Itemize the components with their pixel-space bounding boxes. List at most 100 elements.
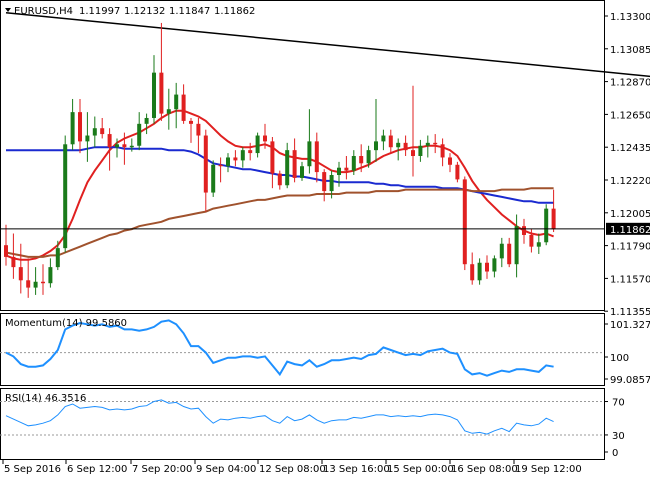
candle: [366, 145, 371, 168]
price-tick-label: 1.12870: [610, 78, 650, 89]
candle: [166, 88, 171, 130]
candle-body: [263, 135, 267, 142]
momentum-tick-label: 99.0857: [610, 375, 650, 386]
rsi-tick-label: 30: [612, 431, 625, 442]
candle-body: [440, 144, 445, 158]
candle-body: [18, 267, 23, 281]
rsi-tick-label: 0: [612, 448, 618, 459]
dropdown-icon[interactable]: [5, 8, 11, 12]
candle: [115, 138, 119, 158]
candle: [129, 138, 134, 152]
header-close: 1.11862: [214, 6, 255, 17]
candle-body: [551, 208, 556, 230]
candle-body: [159, 72, 164, 114]
candle-body: [233, 157, 238, 161]
candle: [11, 233, 16, 279]
candle: [211, 160, 216, 197]
candle-body: [337, 167, 341, 176]
candle: [492, 255, 497, 278]
candle: [18, 243, 23, 294]
descending-trendline: [5, 11, 650, 78]
momentum-axis: 101.3274 100 99.0857: [604, 320, 650, 386]
candle: [189, 117, 193, 143]
candle-body: [529, 234, 534, 247]
candle: [100, 117, 105, 139]
momentum-tick-label: 100: [610, 353, 629, 364]
candle: [292, 138, 297, 183]
candle: [240, 147, 245, 168]
momentum-tick-label: 101.3274: [610, 320, 650, 331]
candle-body: [48, 267, 53, 284]
candle-body: [485, 262, 489, 272]
candle: [522, 218, 526, 244]
candle: [322, 169, 327, 202]
candlestick-layer: [4, 22, 556, 298]
price-tick-label: 1.11570: [610, 274, 650, 285]
candle-body: [374, 141, 378, 151]
candle: [48, 258, 53, 288]
price-tick-label: 1.11355: [610, 307, 650, 318]
rsi-title: RSI(14) 46.3516: [5, 393, 86, 404]
candle-body: [240, 150, 245, 161]
candle-body: [359, 156, 364, 164]
time-tick-label: 15 Sep 00:00: [387, 464, 454, 475]
candle: [477, 258, 482, 285]
candle: [85, 112, 90, 162]
sma-fast-line: [5, 109, 554, 261]
candle: [92, 116, 97, 148]
candle-body: [218, 164, 223, 167]
candle-body: [203, 135, 208, 193]
candle-body: [388, 135, 393, 148]
candle-body: [26, 280, 31, 288]
candle: [403, 135, 408, 156]
candle: [455, 161, 460, 183]
sma-slow-line: [5, 187, 554, 258]
candle-body: [425, 142, 430, 146]
candle: [137, 112, 142, 151]
candle: [448, 153, 452, 173]
price-tick-label: 1.11790: [610, 242, 650, 253]
candle: [263, 123, 267, 149]
candle-body: [196, 123, 201, 136]
time-tick-label: 13 Sep 16:00: [323, 464, 390, 475]
candle: [255, 132, 260, 158]
candle: [4, 224, 8, 266]
header-symbol: EURUSD,H4: [14, 6, 73, 17]
candle-body: [403, 142, 408, 151]
candle-body: [344, 167, 349, 171]
price-tick-label: 1.12220: [610, 176, 650, 187]
candle-body: [307, 141, 312, 167]
candle-body: [300, 166, 304, 178]
candle-body: [322, 172, 327, 192]
candle: [344, 156, 349, 180]
chart-header: EURUSD,H4 1.11997 1.12132 1.11847 1.1186…: [5, 6, 255, 17]
price-pane: [0, 0, 605, 311]
candle-body: [248, 150, 253, 154]
candle: [218, 157, 223, 183]
candle: [144, 113, 149, 135]
candle: [536, 233, 541, 254]
candle-body: [70, 112, 75, 145]
candle: [300, 161, 304, 181]
candle-body: [255, 135, 260, 154]
candle-body: [211, 164, 216, 193]
candle: [203, 129, 208, 212]
candle-body: [433, 142, 438, 145]
candle-body: [492, 258, 497, 272]
candle: [196, 117, 201, 154]
candle-body: [507, 243, 512, 265]
time-tick-label: 12 Sep 08:00: [259, 464, 326, 475]
candle-body: [448, 157, 452, 165]
candle-body: [122, 144, 127, 148]
candle: [433, 134, 438, 154]
candle: [41, 264, 45, 295]
candle-body: [189, 120, 193, 124]
candle: [359, 144, 364, 173]
candle: [411, 85, 415, 177]
candle-body: [270, 141, 275, 174]
candle: [396, 138, 401, 161]
candle-body: [85, 135, 90, 142]
candle-body: [11, 256, 16, 268]
candle: [462, 176, 467, 271]
